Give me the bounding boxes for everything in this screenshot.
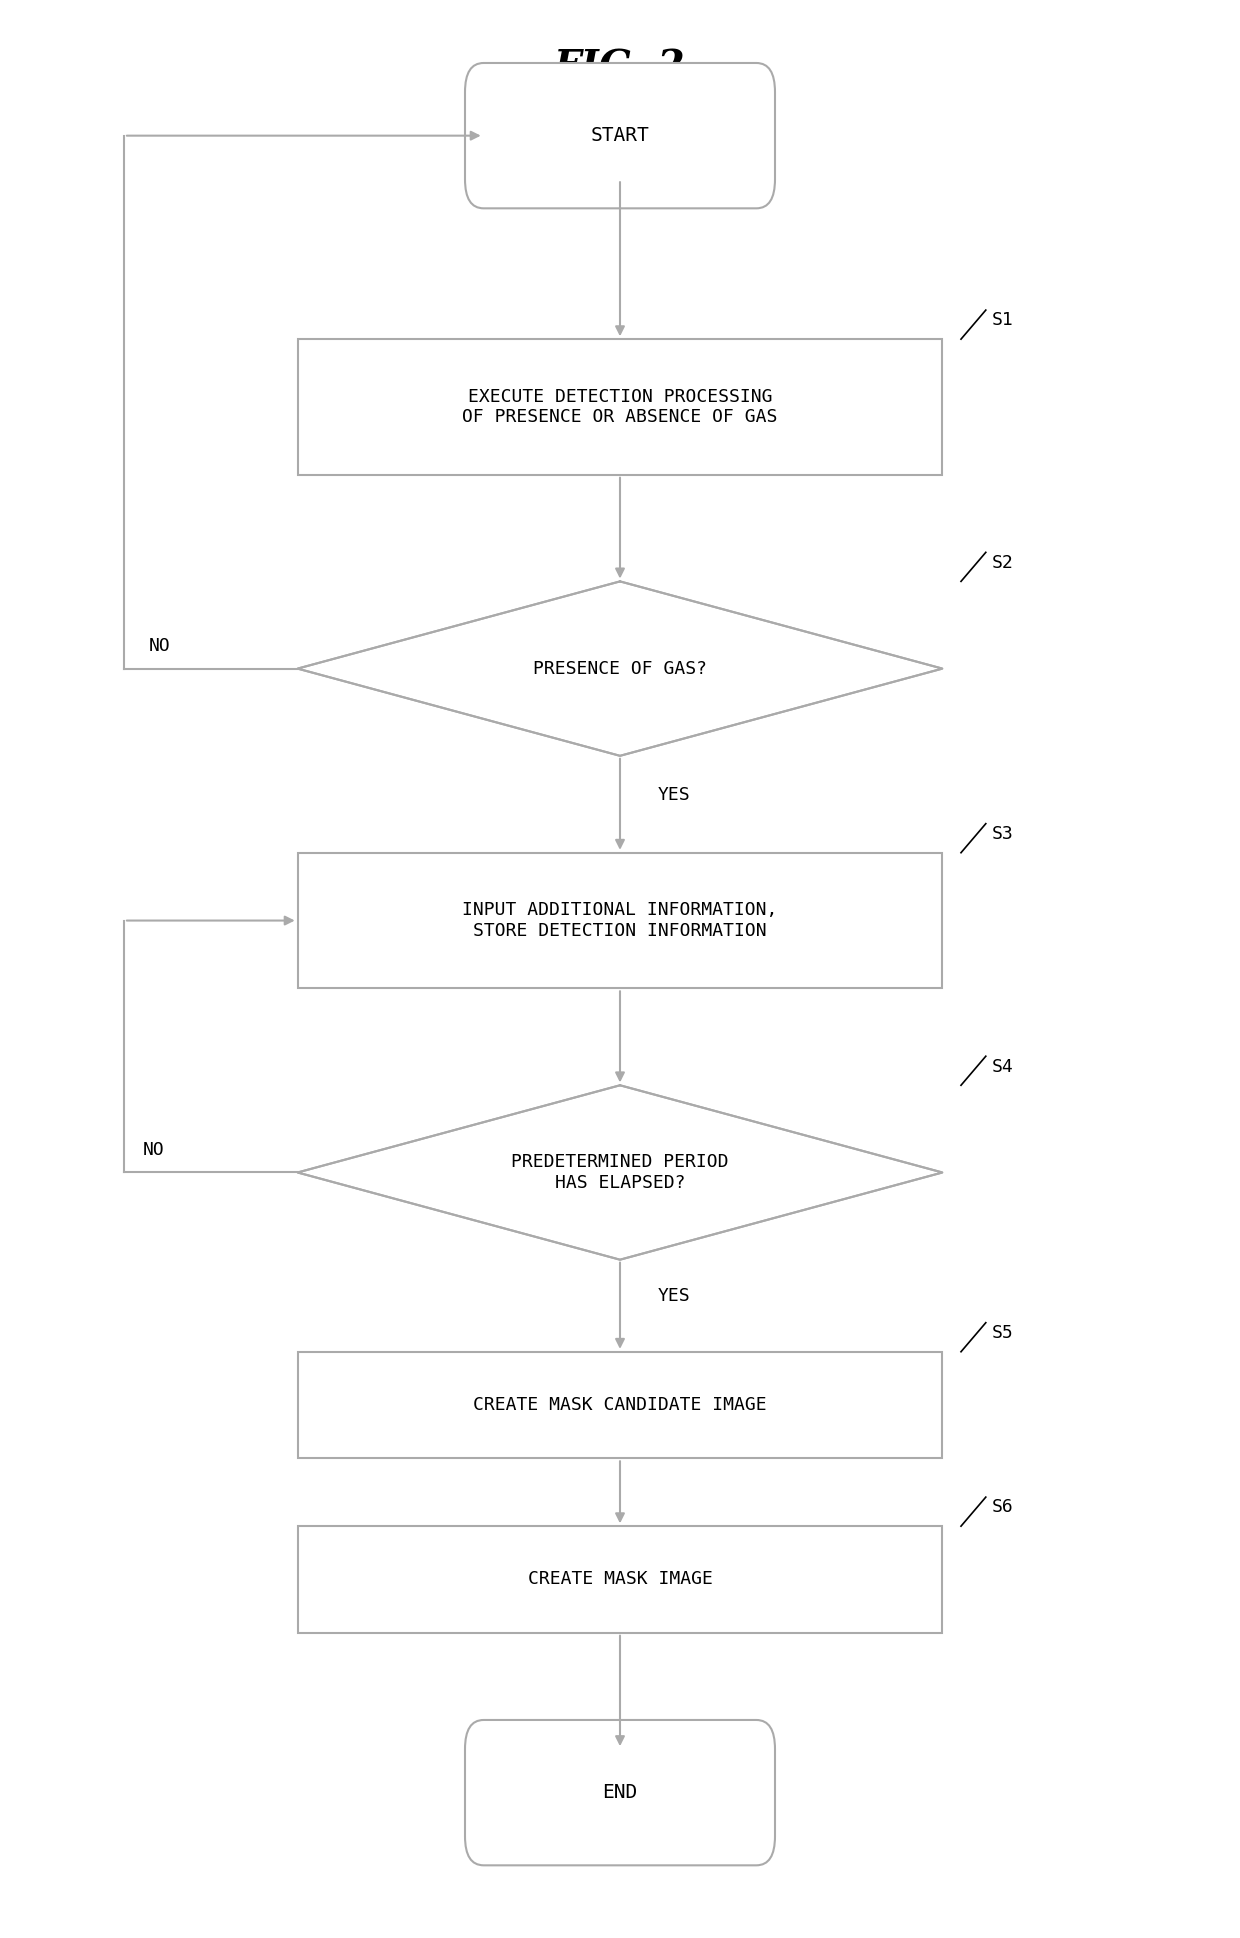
FancyBboxPatch shape: [298, 853, 942, 988]
Text: INPUT ADDITIONAL INFORMATION,
STORE DETECTION INFORMATION: INPUT ADDITIONAL INFORMATION, STORE DETE…: [463, 901, 777, 940]
FancyBboxPatch shape: [298, 1353, 942, 1457]
Text: NO: NO: [143, 1141, 165, 1159]
Text: S1: S1: [992, 312, 1014, 329]
Polygon shape: [298, 1085, 942, 1260]
Text: FIG. 2: FIG. 2: [554, 48, 686, 87]
Text: S2: S2: [992, 554, 1014, 572]
Text: PREDETERMINED PERIOD
HAS ELAPSED?: PREDETERMINED PERIOD HAS ELAPSED?: [511, 1153, 729, 1192]
Text: NO: NO: [149, 638, 171, 655]
Text: START: START: [590, 126, 650, 145]
Text: CREATE MASK IMAGE: CREATE MASK IMAGE: [527, 1570, 713, 1589]
Text: S6: S6: [992, 1498, 1014, 1516]
Text: CREATE MASK CANDIDATE IMAGE: CREATE MASK CANDIDATE IMAGE: [474, 1395, 766, 1415]
FancyBboxPatch shape: [298, 1527, 942, 1632]
Text: PRESENCE OF GAS?: PRESENCE OF GAS?: [533, 659, 707, 678]
Text: END: END: [603, 1783, 637, 1802]
Text: YES: YES: [657, 1287, 689, 1304]
Text: S5: S5: [992, 1324, 1014, 1341]
FancyBboxPatch shape: [298, 339, 942, 475]
Text: YES: YES: [657, 785, 689, 804]
Text: S3: S3: [992, 826, 1014, 843]
FancyBboxPatch shape: [465, 1721, 775, 1864]
Text: S4: S4: [992, 1058, 1014, 1076]
Polygon shape: [298, 581, 942, 756]
Text: EXECUTE DETECTION PROCESSING
OF PRESENCE OR ABSENCE OF GAS: EXECUTE DETECTION PROCESSING OF PRESENCE…: [463, 388, 777, 426]
FancyBboxPatch shape: [465, 62, 775, 207]
